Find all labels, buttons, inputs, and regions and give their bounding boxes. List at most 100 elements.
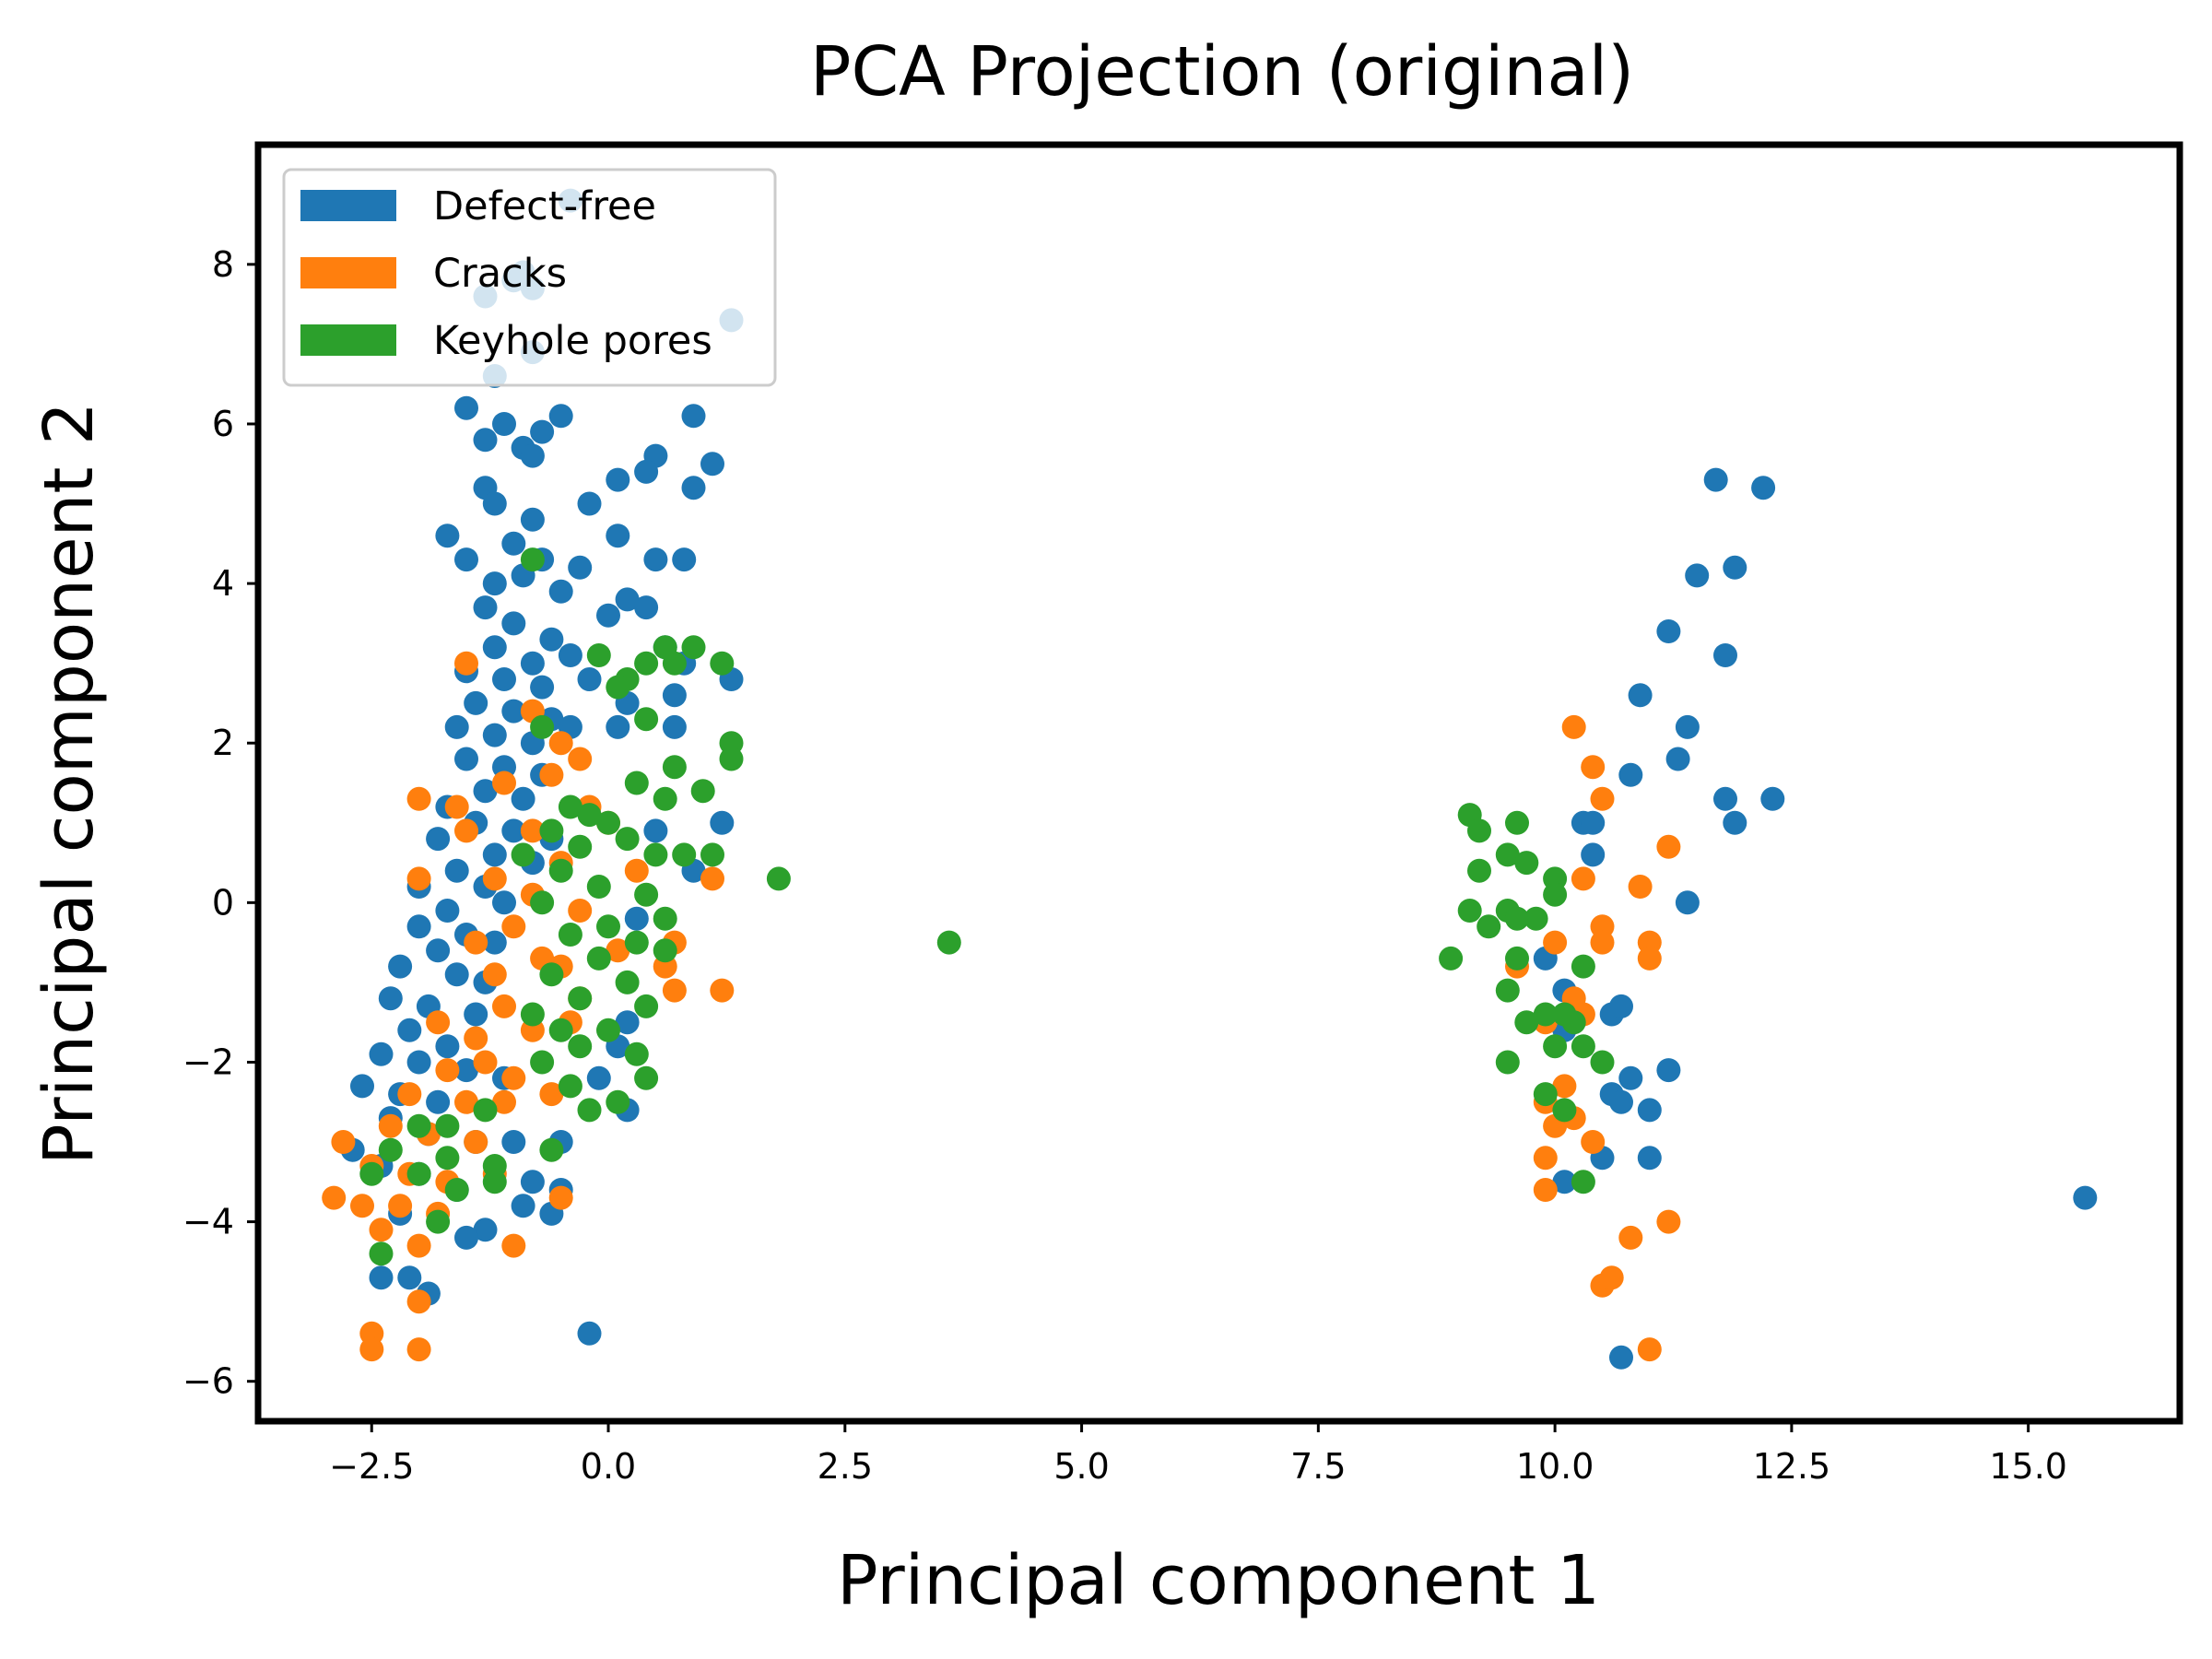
data-point	[435, 524, 460, 548]
y-axis-title: Principal component 2	[29, 402, 109, 1165]
data-point	[359, 1337, 384, 1362]
data-point	[615, 970, 640, 994]
data-point	[662, 755, 687, 780]
data-point	[634, 994, 659, 1018]
data-point	[454, 1058, 478, 1083]
data-point	[548, 1018, 573, 1042]
data-point	[672, 547, 697, 572]
data-point	[1675, 714, 1700, 739]
data-point	[492, 667, 516, 691]
data-point	[1609, 994, 1633, 1018]
data-point	[482, 491, 507, 516]
legend-swatch	[300, 190, 396, 221]
data-point	[482, 930, 507, 955]
data-point	[634, 459, 659, 484]
data-point	[1675, 890, 1700, 915]
points-layer	[322, 188, 2098, 1370]
data-point	[1618, 1225, 1643, 1250]
data-point	[643, 818, 668, 843]
data-point	[473, 1098, 498, 1123]
data-point	[586, 875, 611, 899]
data-point	[653, 938, 677, 963]
data-point	[369, 1241, 394, 1266]
data-point	[1618, 1065, 1643, 1090]
data-point	[530, 1050, 555, 1075]
data-point	[1590, 786, 1615, 811]
data-point	[473, 428, 498, 453]
data-point	[1439, 946, 1464, 971]
data-point	[624, 906, 649, 931]
data-point	[539, 962, 564, 987]
data-point	[464, 930, 488, 955]
data-point	[1514, 851, 1539, 876]
data-point	[473, 1050, 498, 1075]
data-point	[1760, 786, 1785, 811]
data-point	[454, 747, 478, 771]
legend-swatch	[300, 257, 396, 288]
data-point	[501, 1233, 526, 1258]
data-point	[606, 675, 630, 700]
data-point	[690, 779, 715, 804]
y-tick-label: 4	[212, 563, 234, 604]
data-point	[1505, 810, 1529, 835]
data-point	[1637, 1146, 1662, 1171]
data-point	[1495, 978, 1520, 1003]
data-point	[464, 1026, 488, 1051]
data-point	[530, 714, 555, 739]
data-point	[444, 794, 469, 819]
data-point	[634, 1065, 659, 1090]
data-point	[482, 842, 507, 867]
data-point	[331, 1130, 356, 1154]
data-point	[406, 1337, 431, 1362]
data-point	[634, 595, 659, 620]
data-point	[1505, 946, 1529, 971]
data-point	[511, 786, 535, 811]
x-tick-label: 5.0	[1053, 1446, 1109, 1487]
data-point	[681, 635, 706, 660]
data-point	[1581, 842, 1606, 867]
data-point	[482, 635, 507, 660]
data-point	[501, 611, 526, 636]
data-point	[520, 1002, 545, 1027]
data-point	[454, 818, 478, 843]
data-point	[406, 1289, 431, 1314]
data-point	[520, 651, 545, 676]
data-point	[406, 1113, 431, 1138]
data-point	[482, 571, 507, 596]
data-point	[643, 842, 668, 867]
data-point	[1628, 875, 1653, 899]
data-point	[520, 547, 545, 572]
data-point	[444, 1178, 469, 1202]
data-point	[1713, 643, 1737, 667]
data-point	[1505, 906, 1529, 931]
data-point	[548, 731, 573, 756]
data-point	[520, 443, 545, 468]
data-point	[624, 858, 649, 883]
legend-label: Defect-free	[433, 183, 656, 229]
data-point	[388, 1194, 413, 1218]
data-point	[406, 1050, 431, 1075]
series-keyhole-pores	[359, 547, 1615, 1266]
data-point	[1590, 1050, 1615, 1075]
data-point	[577, 803, 602, 828]
y-axis-ticks: −6 −4 −2 0 2 4 6 8	[182, 244, 258, 1402]
data-point	[1571, 1170, 1595, 1194]
data-point	[539, 1137, 564, 1162]
data-point	[426, 1089, 451, 1114]
y-tick-label: 2	[212, 723, 234, 763]
data-point	[568, 834, 593, 859]
data-point	[1495, 1050, 1520, 1075]
x-tick-label: 12.5	[1753, 1446, 1831, 1487]
y-tick-label: 8	[212, 244, 234, 285]
data-point	[596, 603, 620, 628]
data-point	[454, 1089, 478, 1114]
data-point	[492, 1089, 516, 1114]
data-point	[492, 890, 516, 915]
legend-label: Cracks	[433, 251, 567, 297]
data-point	[464, 1002, 488, 1027]
data-point	[1571, 1034, 1595, 1059]
data-point	[1477, 914, 1501, 939]
data-point	[1628, 683, 1653, 708]
data-point	[1467, 818, 1491, 843]
x-tick-label: 2.5	[818, 1446, 873, 1487]
